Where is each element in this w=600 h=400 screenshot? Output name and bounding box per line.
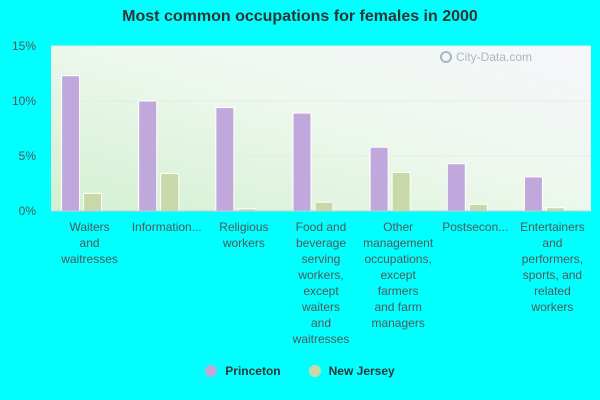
bar-princeton: [369, 146, 389, 212]
x-tick-label: Entertainers and performers, sports, and rel…: [520, 220, 585, 314]
watermark: City-Data.com: [440, 50, 532, 64]
x-tick-label: Waiters and waitresses: [61, 220, 118, 266]
x-tick-label: Information...: [131, 220, 202, 234]
bar-princeton: [138, 100, 158, 212]
legend-item-princeton: Princeton: [205, 364, 281, 378]
chart-title: Most common occupations for females in 2…: [122, 8, 478, 25]
bar-princeton: [446, 163, 466, 212]
legend: Princeton New Jersey: [0, 364, 600, 378]
watermark-text: City-Data.com: [456, 50, 533, 64]
plot-background: [51, 46, 591, 211]
y-tick-label: 10%: [12, 94, 36, 108]
bar-princeton: [523, 176, 543, 212]
bar-new-jersey: [314, 201, 334, 212]
bar-new-jersey: [160, 173, 180, 212]
bar-princeton: [292, 112, 312, 212]
bar-new-jersey: [391, 172, 411, 212]
bar-new-jersey: [468, 203, 488, 212]
x-tick-label: Postsecon...: [442, 220, 509, 234]
x-tick-label: Other management occupations, except farmers…: [363, 220, 434, 330]
bars: [61, 75, 565, 212]
legend-swatch: [205, 365, 218, 377]
legend-item-new-jersey: New Jersey: [308, 364, 395, 378]
y-tick-label: 5%: [19, 149, 37, 163]
legend-swatch: [308, 365, 321, 377]
legend-label: New Jersey: [328, 364, 395, 378]
bar-new-jersey: [83, 192, 103, 212]
x-tick-label: Religious workers: [219, 220, 269, 250]
y-axis-ticks: 0% 5% 10% 15%: [12, 39, 36, 218]
legend-label: Princeton: [225, 364, 281, 378]
watermark-icon: [440, 51, 452, 63]
bar-princeton: [61, 75, 81, 212]
y-tick-label: 15%: [12, 39, 36, 53]
bar-princeton: [215, 107, 235, 212]
x-tick-label: Food and beverage serving workers, except wai…: [292, 220, 350, 346]
y-tick-label: 0%: [19, 204, 37, 218]
